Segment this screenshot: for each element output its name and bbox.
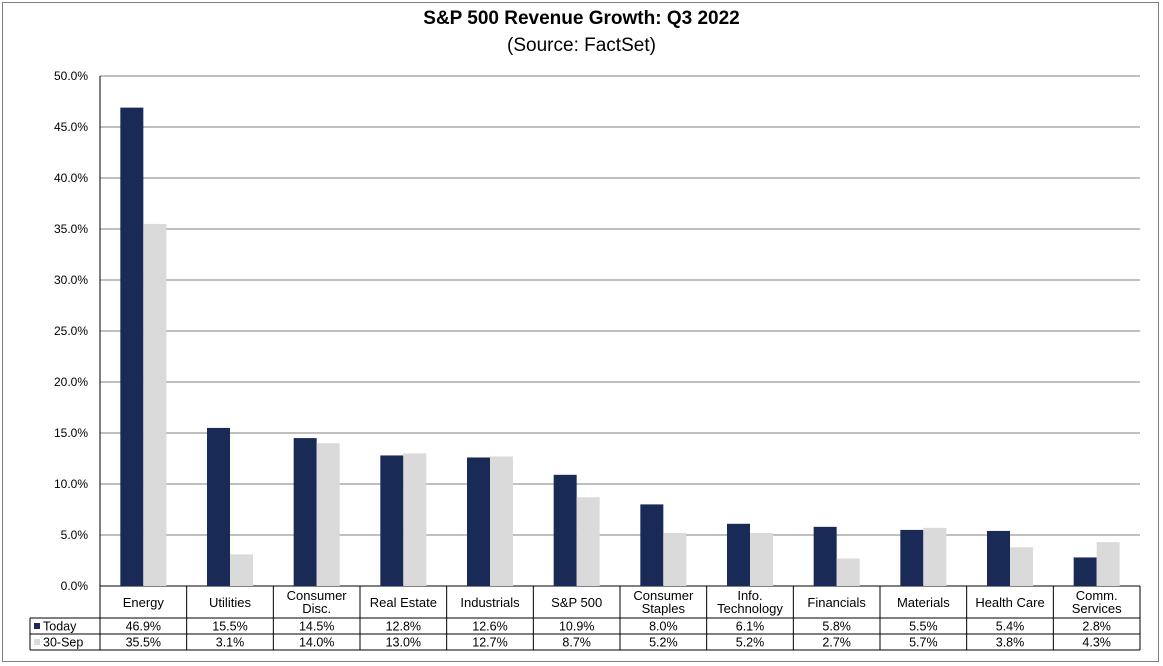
y-tick-label: 45.0% xyxy=(54,120,88,134)
data-label-30-sep: 2.7% xyxy=(822,636,851,650)
category-label: Info. xyxy=(737,588,762,603)
data-label-30-sep: 13.0% xyxy=(386,636,421,650)
bar-today xyxy=(467,457,490,586)
data-label-30-sep: 5.2% xyxy=(736,636,765,650)
category-label: Materials xyxy=(897,595,950,610)
bar-30-sep xyxy=(836,558,860,586)
bar-30-sep xyxy=(750,532,773,586)
legend-label-today: Today xyxy=(43,620,77,634)
legend-key-30-sep xyxy=(34,639,40,645)
legend-key-today xyxy=(34,623,40,629)
category-label: Disc. xyxy=(302,601,331,616)
category-label: Health Care xyxy=(975,595,1044,610)
bar-today xyxy=(1073,557,1097,586)
bar-today xyxy=(120,107,144,587)
category-label: Consumer xyxy=(633,588,694,603)
data-label-30-sep: 12.7% xyxy=(472,636,507,650)
category-label: Real Estate xyxy=(370,595,437,610)
bar-today xyxy=(813,526,837,586)
bar-30-sep xyxy=(403,453,427,586)
y-tick-label: 10.0% xyxy=(54,477,88,491)
data-label-today: 14.5% xyxy=(299,620,334,634)
bar-30-sep xyxy=(316,443,340,586)
bar-today xyxy=(640,504,664,586)
data-label-today: 5.8% xyxy=(822,620,851,634)
category-label: Technology xyxy=(717,601,783,616)
data-label-today: 5.5% xyxy=(909,620,938,634)
bar-30-sep xyxy=(490,456,513,586)
bar-30-sep xyxy=(923,527,947,586)
chart-subtitle: (Source: FactSet) xyxy=(507,35,656,56)
bar-today xyxy=(380,455,404,586)
category-label: Utilities xyxy=(209,595,251,610)
bar-30-sep xyxy=(230,554,253,586)
data-label-today: 6.1% xyxy=(736,620,765,634)
chart-title: S&P 500 Revenue Growth: Q3 2022 xyxy=(423,8,740,29)
bar-30-sep xyxy=(1096,542,1120,586)
bar-today xyxy=(987,530,1010,586)
category-label: Consumer xyxy=(287,588,348,603)
y-axis-ticks: 0.0% 5.0% 10.0% 15.0% 20.0% 25.0% 30.0% 35.0% 40… xyxy=(54,69,88,593)
category-label: Services xyxy=(1072,601,1122,616)
y-tick-label: 0.0% xyxy=(61,579,89,593)
bar-today xyxy=(727,523,750,586)
category-label: Staples xyxy=(642,601,686,616)
data-label-today: 15.5% xyxy=(212,620,247,634)
data-label-today: 12.6% xyxy=(472,620,507,634)
bars xyxy=(120,107,1120,587)
bar-30-sep xyxy=(576,497,600,586)
y-tick-label: 35.0% xyxy=(54,222,88,236)
data-label-today: 8.0% xyxy=(649,620,678,634)
data-label-30-sep: 35.5% xyxy=(126,636,161,650)
y-tick-label: 30.0% xyxy=(54,273,88,287)
bar-today xyxy=(207,427,230,586)
y-tick-label: 50.0% xyxy=(54,69,88,83)
category-label: Industrials xyxy=(460,595,520,610)
category-label: Financials xyxy=(807,595,866,610)
data-label-30-sep: 5.2% xyxy=(649,636,678,650)
y-tick-label: 25.0% xyxy=(54,324,88,338)
data-label-30-sep: 3.1% xyxy=(216,636,245,650)
data-label-today: 46.9% xyxy=(126,620,161,634)
data-label-today: 12.8% xyxy=(386,620,421,634)
legend-label-30-sep: 30-Sep xyxy=(43,636,83,650)
category-label: Comm. xyxy=(1076,588,1118,603)
data-label-30-sep: 3.8% xyxy=(996,636,1025,650)
y-tick-label: 40.0% xyxy=(54,171,88,185)
bar-30-sep xyxy=(1010,547,1033,586)
category-label: Energy xyxy=(123,595,165,610)
data-label-today: 5.4% xyxy=(996,620,1025,634)
data-label-30-sep: 8.7% xyxy=(562,636,591,650)
gridlines xyxy=(99,75,1140,587)
category-label: S&P 500 xyxy=(551,595,602,610)
data-label-30-sep: 4.3% xyxy=(1082,636,1111,650)
bar-today xyxy=(900,529,924,586)
bar-30-sep xyxy=(663,532,687,586)
bar-today xyxy=(553,474,577,586)
data-label-30-sep: 5.7% xyxy=(909,636,938,650)
bar-30-sep xyxy=(143,223,167,586)
data-label-30-sep: 14.0% xyxy=(299,636,334,650)
data-label-today: 2.8% xyxy=(1082,620,1111,634)
bar-today xyxy=(293,438,317,586)
y-tick-label: 15.0% xyxy=(54,426,88,440)
data-label-today: 10.9% xyxy=(559,620,594,634)
y-tick-label: 20.0% xyxy=(54,375,88,389)
y-tick-label: 5.0% xyxy=(61,528,89,542)
